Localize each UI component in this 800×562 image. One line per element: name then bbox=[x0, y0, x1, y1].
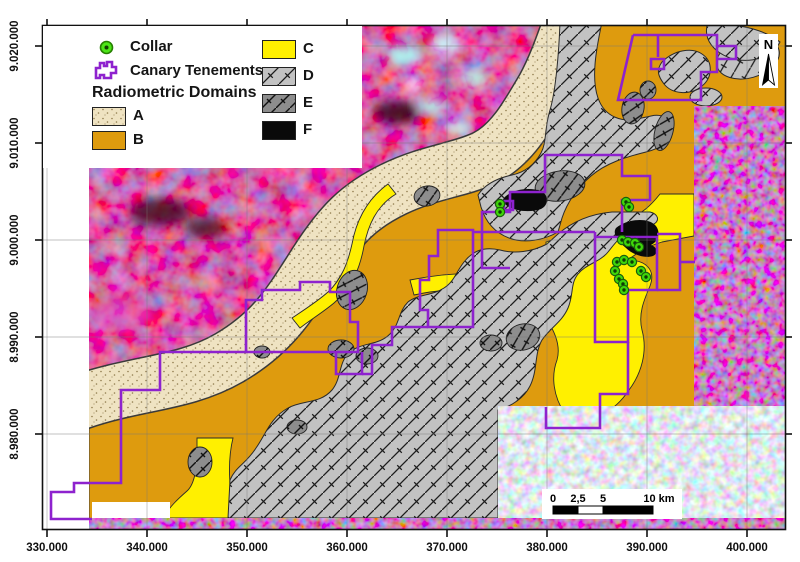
bottom-imagery-strip bbox=[89, 518, 785, 529]
tenement-outline bbox=[616, 33, 719, 102]
white-patch bbox=[92, 502, 170, 518]
radiometric-domains-title: Radiometric Domains bbox=[92, 84, 257, 101]
domain-b-swatch bbox=[92, 131, 126, 150]
domain-d-swatch bbox=[262, 67, 296, 86]
tenement-outlines bbox=[49, 33, 738, 521]
collar-point bbox=[633, 241, 645, 253]
map-frame bbox=[41, 24, 787, 531]
collar-point bbox=[494, 206, 506, 218]
collar-core bbox=[627, 205, 631, 209]
collar-core bbox=[639, 269, 643, 273]
tenement-legend-icon bbox=[94, 60, 118, 80]
collar-core bbox=[498, 210, 502, 214]
y-axis-label: 8.990.000 bbox=[9, 311, 21, 362]
collar-point bbox=[494, 198, 506, 210]
axis-ticks bbox=[35, 19, 792, 537]
geology-layer bbox=[70, 26, 785, 529]
collar-core bbox=[622, 258, 626, 262]
collar-core bbox=[630, 260, 634, 264]
collar-core bbox=[622, 288, 626, 292]
collar-point bbox=[623, 201, 635, 213]
collar-legend-icon bbox=[99, 40, 114, 55]
collar-core bbox=[626, 240, 630, 244]
domain-e-label: E bbox=[303, 94, 314, 111]
tenements-legend-label: Canary Tenements bbox=[130, 62, 264, 79]
north-arrow-label: N bbox=[764, 37, 773, 52]
collar-core bbox=[498, 202, 502, 206]
tenement-outline bbox=[544, 342, 630, 430]
y-axis-label: 9.020.000 bbox=[9, 20, 21, 71]
x-axis-label: 370.000 bbox=[426, 542, 468, 554]
collar-core bbox=[637, 245, 641, 249]
collar-point bbox=[626, 256, 638, 268]
x-axis-label: 360.000 bbox=[326, 542, 368, 554]
domain-f-swatch bbox=[262, 121, 296, 140]
collar-point bbox=[618, 284, 630, 296]
domain-b-label: B bbox=[133, 131, 144, 148]
x-axis-label: 390.000 bbox=[626, 542, 668, 554]
domain-c-swatch bbox=[262, 40, 296, 59]
tenement-outline bbox=[717, 44, 738, 61]
x-axis-label: 350.000 bbox=[226, 542, 268, 554]
collar-core bbox=[613, 269, 617, 273]
domain-a-swatch bbox=[92, 107, 126, 126]
domain-e-regions bbox=[187, 80, 675, 478]
domain-e-swatch bbox=[262, 94, 296, 113]
domain-f-label: F bbox=[303, 121, 313, 138]
collar-core bbox=[617, 277, 621, 281]
tenement-outline bbox=[244, 280, 360, 354]
tenement-outline bbox=[49, 350, 246, 521]
x-axis-label: 400.000 bbox=[726, 542, 768, 554]
scale-label-5: 5 bbox=[600, 493, 606, 505]
y-axis-label: 9.010.000 bbox=[9, 117, 21, 168]
domain-c-label: C bbox=[303, 40, 314, 57]
scale-bar-white-segment bbox=[577, 505, 604, 515]
tenement-outline bbox=[418, 228, 475, 329]
north-arrow: N bbox=[759, 34, 778, 88]
scale-label-2-5: 2,5 bbox=[570, 493, 585, 505]
collar-legend-label: Collar bbox=[130, 38, 173, 55]
axis-labels: 330.000 340.000 350.000 360.000 370.000 380.0… bbox=[9, 20, 768, 554]
x-axis-label: 380.000 bbox=[526, 542, 568, 554]
x-axis-label: 330.000 bbox=[26, 542, 68, 554]
scale-label-10km: 10 km bbox=[643, 493, 674, 505]
collar-point bbox=[609, 265, 621, 277]
collar-point bbox=[640, 271, 652, 283]
tenement-outline bbox=[480, 153, 652, 270]
collar-core bbox=[615, 260, 619, 264]
domain-a-label: A bbox=[133, 107, 144, 124]
collar-core bbox=[644, 275, 648, 279]
scale-bar: 0 2,5 5 10 km bbox=[542, 489, 682, 519]
tenement-outline bbox=[362, 325, 428, 376]
map-legend: Collar Canary Tenements Radiometric Doma… bbox=[43, 26, 362, 168]
collar-points bbox=[494, 196, 652, 296]
collar-core bbox=[620, 238, 624, 242]
scale-label-0: 0 bbox=[550, 493, 556, 505]
domain-d-label: D bbox=[303, 67, 314, 84]
x-axis-label: 340.000 bbox=[126, 542, 168, 554]
y-axis-label: 8.980.000 bbox=[9, 408, 21, 459]
tenement-outline bbox=[334, 352, 364, 376]
y-axis-label: 9.000.000 bbox=[9, 214, 21, 265]
